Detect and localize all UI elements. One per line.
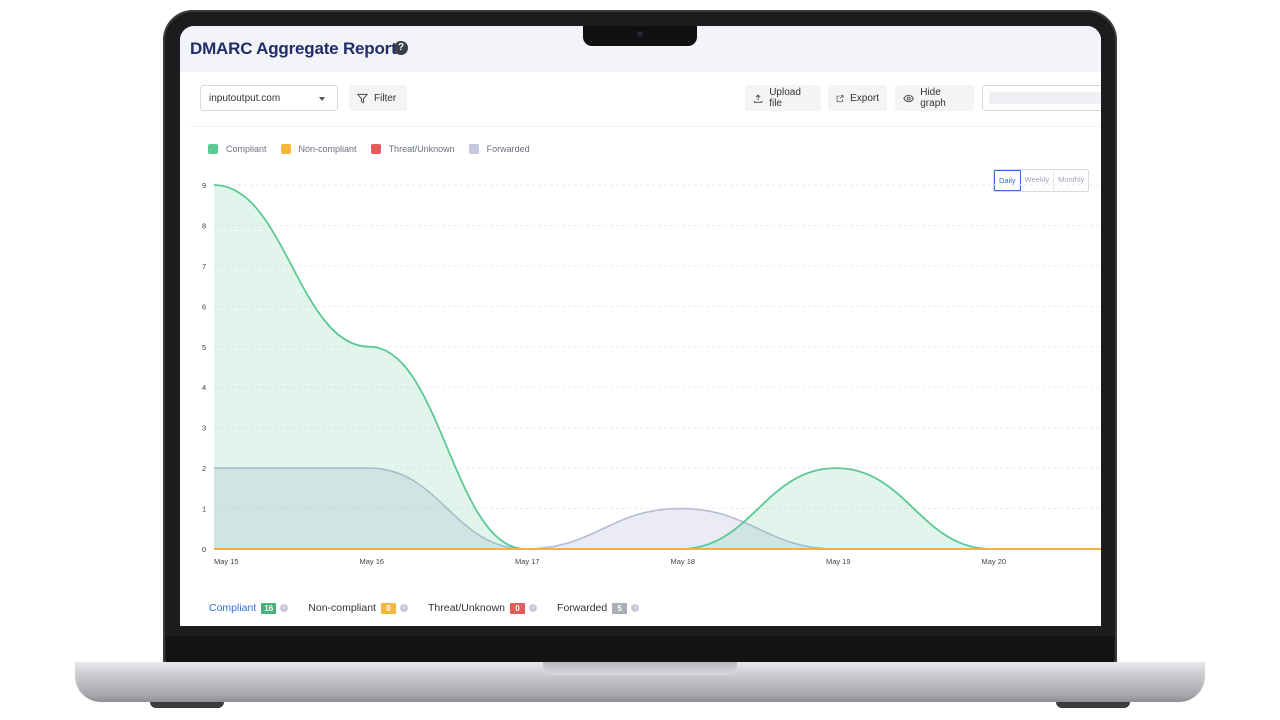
count-badge: 0 [380, 602, 396, 614]
laptop-foot-left [150, 702, 224, 708]
x-tick-label: May 16 [360, 557, 385, 566]
search-input-field [989, 92, 1101, 104]
area-compliant [214, 185, 1101, 549]
legend-label: Compliant [226, 144, 267, 154]
laptop-bezel [166, 636, 1114, 662]
x-tick-label: May 17 [515, 557, 540, 566]
period-weekly-button[interactable]: Weekly [1020, 170, 1055, 191]
filter-icon [357, 93, 368, 103]
legend-label: Threat/Unknown [388, 144, 455, 154]
chevron-down-icon [319, 97, 325, 101]
summary-tab-non-compliant[interactable]: Non-compliant 0 i [308, 602, 408, 614]
x-tick-label: May 15 [214, 557, 239, 566]
summary-label: Compliant [209, 602, 257, 614]
legend-swatch [370, 144, 381, 154]
legend-label: Non-compliant [298, 144, 357, 154]
info-icon[interactable]: i [280, 604, 289, 612]
period-daily-button[interactable]: Daily [994, 170, 1021, 191]
upload-file-button[interactable]: Upload file [745, 85, 821, 111]
legend-item-threat-unknown[interactable]: Threat/Unknown [370, 144, 455, 154]
legend-swatch [468, 144, 479, 154]
summary-tab-compliant[interactable]: Compliant 16 i [209, 602, 289, 614]
app-screen: DMARC Aggregate Reports ? inputoutput.co… [180, 26, 1101, 626]
laptop-base [75, 662, 1205, 702]
laptop-opening-notch [543, 662, 737, 675]
page-title: DMARC Aggregate Reports [190, 39, 406, 58]
summary-label: Non-compliant [308, 602, 376, 614]
y-tick-label: 5 [202, 343, 206, 352]
export-label: Export [850, 92, 879, 104]
chart-legend: Compliant Non-compliant Threat/Unknown F… [208, 144, 544, 154]
legend-item-forwarded[interactable]: Forwarded [468, 144, 530, 154]
info-icon[interactable]: i [631, 604, 640, 612]
x-tick-label: May 18 [671, 557, 696, 566]
y-tick-label: 2 [202, 464, 206, 473]
legend-item-compliant[interactable]: Compliant [208, 144, 267, 154]
summary-tab-threat-unknown[interactable]: Threat/Unknown 0 i [427, 602, 538, 614]
info-icon[interactable]: i [529, 604, 538, 612]
y-tick-label: 8 [202, 221, 206, 230]
summary-tabs: Compliant 16 i Non-compliant 0 i Threat/… [209, 602, 659, 614]
question-circle-icon[interactable]: ? [394, 41, 408, 55]
toolbar: inputoutput.com Filter Upload file Expor… [190, 72, 1101, 127]
count-badge: 0 [510, 602, 526, 614]
domain-select[interactable]: inputoutput.com [200, 85, 338, 111]
domain-select-value: inputoutput.com [209, 93, 281, 104]
count-badge: 16 [261, 602, 277, 614]
filter-button[interactable]: Filter [349, 85, 407, 111]
y-tick-label: 9 [202, 181, 206, 190]
eye-icon [903, 94, 914, 102]
legend-item-non-compliant[interactable]: Non-compliant [280, 144, 357, 154]
camera-notch [583, 26, 697, 46]
upload-icon [753, 94, 763, 103]
info-icon[interactable]: i [399, 604, 408, 612]
export-icon [836, 94, 844, 102]
count-badge: 5 [612, 602, 628, 614]
y-tick-label: 1 [202, 505, 206, 514]
period-toggle: Daily Weekly Monthly [993, 169, 1090, 192]
y-tick-label: 6 [202, 302, 206, 311]
y-tick-label: 7 [202, 262, 206, 271]
summary-label: Threat/Unknown [427, 602, 506, 614]
legend-label: Forwarded [486, 144, 530, 154]
hide-graph-button[interactable]: Hide graph [895, 85, 974, 111]
legend-swatch [280, 144, 291, 154]
search-input[interactable] [982, 85, 1101, 111]
y-tick-label: 4 [202, 383, 206, 392]
reports-area-chart: 0 1 2 3 4 5 6 7 8 9 May 15 May 16 May 17 May 18 May 19… [202, 181, 1101, 566]
export-button[interactable]: Export [828, 85, 887, 111]
summary-label: Forwarded [557, 602, 608, 614]
upload-file-label: Upload file [769, 87, 801, 109]
x-tick-label: May 19 [826, 557, 851, 566]
y-tick-label: 0 [202, 545, 206, 554]
reports-panel: inputoutput.com Filter Upload file Expor… [190, 72, 1101, 626]
filter-button-label: Filter [374, 92, 397, 104]
legend-swatch [208, 144, 218, 154]
y-tick-label: 3 [202, 424, 206, 433]
period-monthly-button[interactable]: Monthly [1054, 170, 1089, 191]
hide-graph-label: Hide graph [920, 87, 946, 109]
area-forwarded [214, 468, 1101, 549]
x-tick-label: May 20 [982, 557, 1007, 566]
camera-icon [637, 31, 643, 37]
summary-tab-forwarded[interactable]: Forwarded 5 i [557, 602, 640, 614]
laptop-foot-right [1056, 702, 1130, 708]
